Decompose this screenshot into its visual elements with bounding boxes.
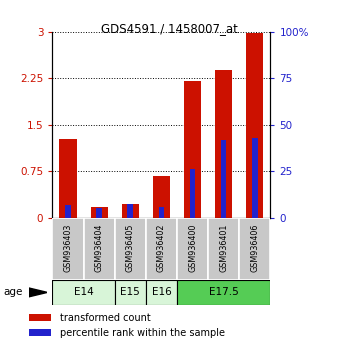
Text: transformed count: transformed count [60,313,151,323]
Bar [208,218,239,280]
Bar [96,209,102,218]
Bar [239,218,270,280]
Bar [177,218,208,280]
Bar [159,207,164,218]
Bar [83,218,115,280]
Bar [252,138,258,218]
Bar [29,314,51,321]
Bar [115,218,146,280]
Bar [177,280,270,305]
Bar [190,170,195,218]
Bar [59,139,76,218]
Bar [91,207,108,218]
Bar [246,33,263,218]
Text: E15: E15 [120,287,140,297]
Text: E14: E14 [74,287,93,297]
Text: age: age [3,287,23,297]
Text: GSM936404: GSM936404 [95,223,104,272]
Text: E16: E16 [151,287,171,297]
Text: GDS4591 / 1458007_at: GDS4591 / 1458007_at [101,22,237,35]
Polygon shape [29,288,47,297]
Bar [221,140,226,218]
Text: GSM936402: GSM936402 [157,223,166,272]
Bar [127,204,133,218]
Text: GSM936400: GSM936400 [188,223,197,272]
Text: GSM936406: GSM936406 [250,223,259,272]
Bar [115,280,146,305]
Text: GSM936405: GSM936405 [126,223,135,272]
Bar [29,329,51,336]
Bar [52,218,83,280]
Text: E17.5: E17.5 [209,287,239,297]
Bar [146,280,177,305]
Bar [153,176,170,218]
Text: GSM936403: GSM936403 [64,223,72,272]
Bar [184,81,201,218]
Bar [65,205,71,218]
Text: GSM936401: GSM936401 [219,223,228,272]
Bar [146,218,177,280]
Bar [215,70,232,218]
Text: percentile rank within the sample: percentile rank within the sample [60,328,225,338]
Bar [122,204,139,218]
Bar [52,280,115,305]
